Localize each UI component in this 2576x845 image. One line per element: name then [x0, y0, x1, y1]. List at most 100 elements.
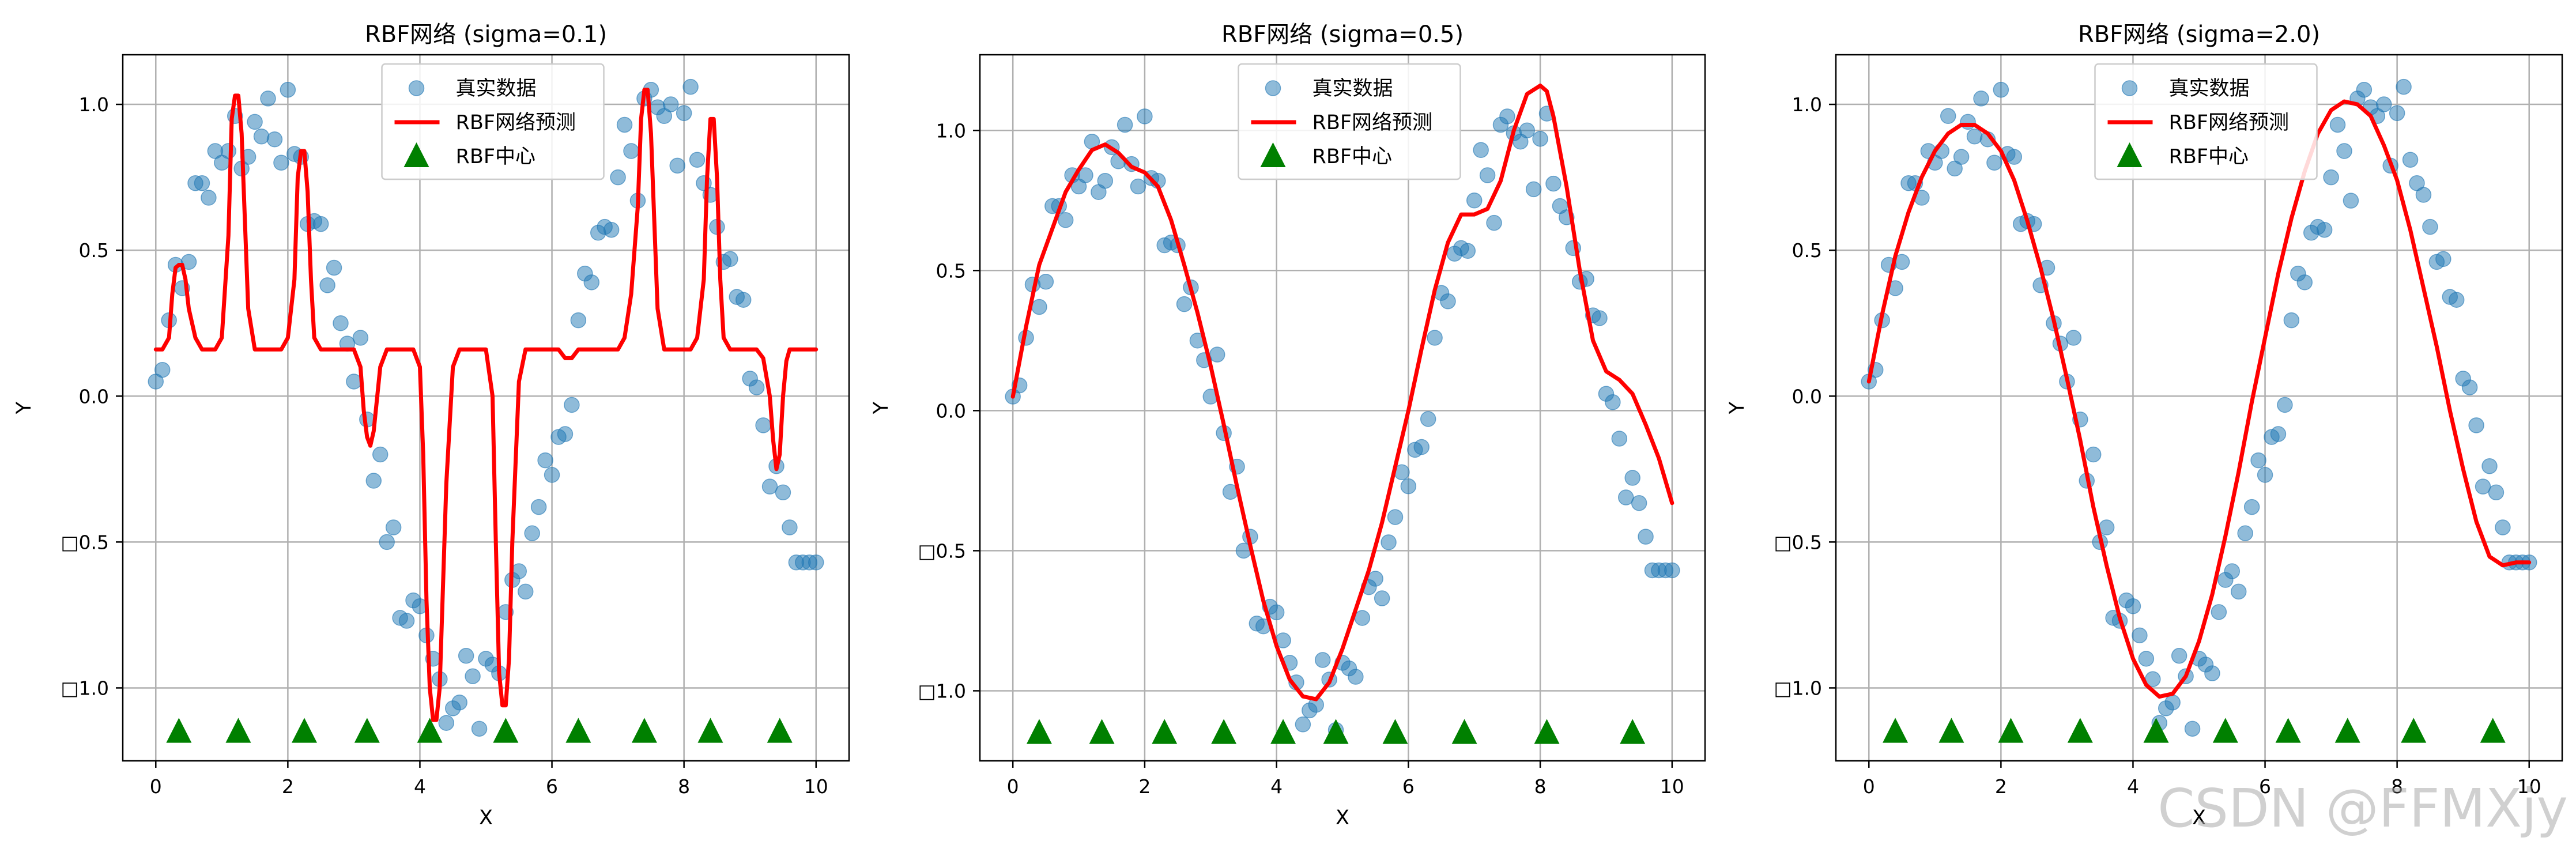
x-tick-label: 4	[2127, 775, 2139, 798]
data-point	[1137, 108, 1153, 125]
data-point	[676, 105, 692, 121]
data-point	[1077, 167, 1093, 183]
rbf-center-marker	[2212, 718, 2238, 743]
data-point	[266, 131, 283, 148]
data-point	[326, 259, 342, 276]
x-tick-label: 8	[2391, 775, 2403, 798]
data-point	[2171, 648, 2187, 664]
data-point	[1953, 149, 1970, 165]
data-point	[2132, 627, 2148, 644]
data-point	[260, 90, 276, 107]
legend: 真实数据 RBF网络预测 RBF中心	[2094, 63, 2318, 180]
legend-data-marker	[1265, 80, 1281, 96]
data-point	[372, 446, 389, 463]
data-point	[2475, 478, 2491, 495]
chart-title: RBF网络 (sigma=0.5)	[1221, 21, 1464, 48]
data-point	[2065, 330, 2082, 346]
data-point	[603, 221, 620, 238]
legend-label: RBF网络预测	[1312, 111, 1432, 134]
data-point	[2396, 78, 2412, 95]
x-tick-label: 2	[1995, 775, 2007, 798]
data-point	[352, 330, 369, 346]
data-point	[1367, 571, 1383, 587]
rbf-center-marker	[417, 718, 443, 743]
y-tick-label: □0.5	[1774, 531, 1822, 553]
data-point	[2277, 397, 2293, 413]
chart-title: RBF网络 (sigma=0.1)	[365, 21, 607, 48]
data-point	[1130, 178, 1146, 195]
data-point	[2164, 695, 2181, 711]
data-point	[2481, 458, 2498, 474]
data-point	[662, 96, 679, 112]
data-point	[458, 648, 474, 664]
data-point	[2125, 598, 2141, 614]
data-point	[1209, 346, 1225, 363]
data-point	[1354, 610, 1371, 626]
data-point	[194, 175, 210, 191]
data-point	[1440, 293, 1456, 310]
data-point	[2224, 563, 2241, 579]
x-axis-label: X	[479, 806, 493, 829]
data-point	[1348, 669, 1364, 685]
data-point	[2375, 96, 2392, 112]
data-point	[1973, 90, 1989, 107]
legend-label: 真实数据	[1312, 77, 1393, 100]
rbf-center-marker	[1620, 719, 1646, 744]
rbf-center-marker	[2480, 718, 2506, 743]
legend-box	[381, 63, 605, 180]
data-point	[379, 534, 395, 550]
y-tick-label: 0.5	[79, 239, 109, 262]
data-point	[2415, 187, 2432, 203]
data-point	[2211, 604, 2227, 620]
data-point	[1314, 652, 1331, 668]
data-point	[2250, 452, 2266, 469]
data-point	[465, 668, 481, 684]
data-point	[1427, 330, 1443, 346]
x-tick-label: 2	[1138, 775, 1151, 798]
rbf-center-marker	[493, 718, 519, 743]
legend-label: 真实数据	[2169, 77, 2250, 100]
legend-label: RBF中心	[1312, 145, 1392, 168]
data-point	[2488, 484, 2505, 501]
data-point	[2296, 274, 2313, 291]
data-point	[1631, 495, 1647, 511]
data-point	[1479, 167, 1496, 183]
rbf-center-marker	[631, 718, 657, 743]
data-point	[2448, 292, 2465, 308]
legend-label: RBF网络预测	[456, 111, 576, 134]
data-point	[1097, 173, 1114, 189]
legend-data-marker	[2121, 80, 2138, 96]
y-tick-label: □0.5	[918, 540, 966, 562]
data-point	[623, 143, 639, 159]
data-point	[2435, 251, 2451, 267]
rbf-center-marker	[1152, 719, 1178, 744]
data-point	[1420, 411, 1436, 427]
data-point	[385, 519, 402, 535]
data-point	[346, 374, 362, 390]
data-point	[1374, 590, 1390, 606]
rbf-center-marker	[1026, 719, 1052, 744]
data-point	[1459, 243, 1476, 259]
data-point	[2204, 665, 2220, 681]
x-tick-label: 0	[1007, 775, 1019, 798]
subplot-3: 0 2 4 6 8 10 □1.0 □0.5 0.0 0.5 1.0 RBF网络 (sigma=2.0…	[1726, 21, 2563, 829]
data-point	[365, 473, 382, 489]
data-point	[1295, 716, 1311, 733]
rbf-center-marker	[225, 718, 251, 743]
x-tick-label: 0	[150, 775, 162, 798]
data-point	[1268, 604, 1285, 621]
x-tick-label: 6	[546, 775, 558, 798]
data-point	[398, 613, 415, 629]
data-point	[2402, 152, 2419, 168]
data-point	[1940, 108, 1956, 125]
prediction-line	[1866, 99, 2532, 699]
rbf-center-marker	[166, 718, 192, 743]
data-point	[722, 251, 738, 267]
data-point	[1611, 431, 1628, 447]
axes-frame	[122, 54, 850, 762]
legend-center-marker	[403, 142, 429, 167]
y-tick-label: 1.0	[936, 119, 966, 142]
rbf-center-marker	[354, 718, 380, 743]
data-point	[2230, 583, 2247, 600]
data-point	[1413, 439, 1430, 455]
